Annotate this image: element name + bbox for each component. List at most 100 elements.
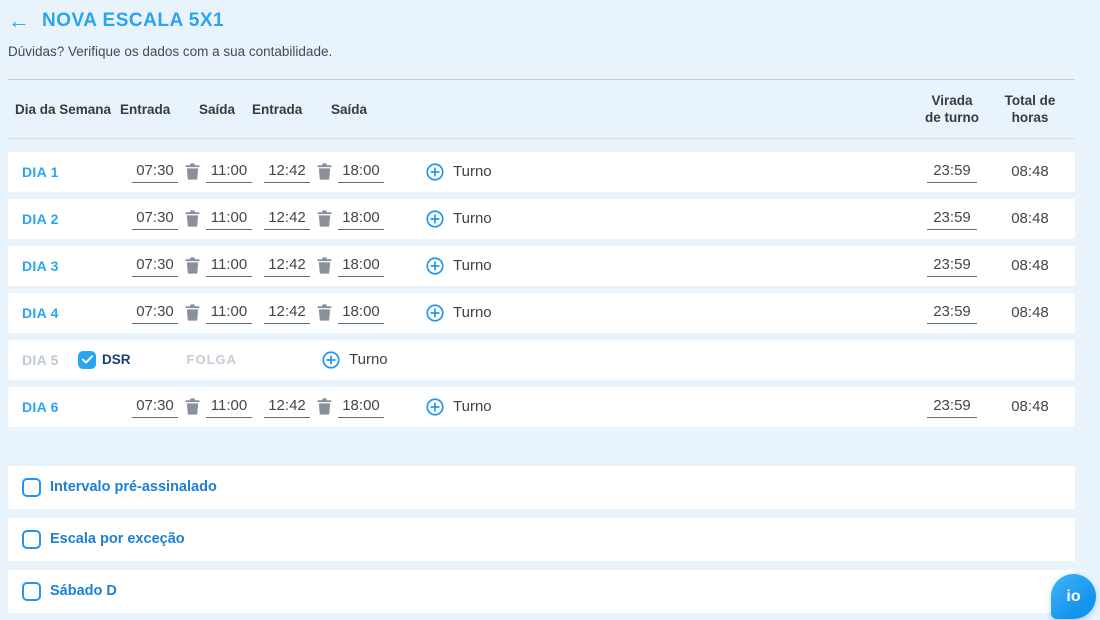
header: ← NOVA ESCALA 5X1 bbox=[8, 0, 1075, 32]
schedule-options: Intervalo pré-assinalado Escala por exce… bbox=[8, 465, 1075, 613]
entrada-1-input[interactable] bbox=[132, 395, 178, 419]
entrada-2-input[interactable] bbox=[264, 254, 310, 278]
option-label: Intervalo pré-assinalado bbox=[50, 479, 217, 496]
entrada-2-input[interactable] bbox=[264, 207, 310, 231]
saida-2-input[interactable] bbox=[338, 254, 384, 278]
add-turno-button[interactable]: Turno bbox=[426, 163, 492, 181]
virada-de-turno-input[interactable] bbox=[927, 395, 977, 419]
delete-shift-button[interactable] bbox=[310, 257, 338, 274]
add-turno-button[interactable]: Turno bbox=[426, 304, 492, 322]
add-turno-button[interactable]: Turno bbox=[322, 351, 388, 369]
trash-icon bbox=[317, 304, 331, 321]
checkbox-unchecked[interactable] bbox=[22, 529, 41, 549]
trash-icon bbox=[317, 210, 331, 227]
entrada-1-input[interactable] bbox=[132, 207, 178, 231]
turno-button-label: Turno bbox=[349, 351, 388, 369]
saida-2-input[interactable] bbox=[338, 160, 384, 184]
saida-1-input[interactable] bbox=[206, 160, 252, 184]
virada-de-turno-input[interactable] bbox=[927, 254, 977, 278]
delete-shift-button[interactable] bbox=[178, 210, 206, 227]
day-label: DIA 6 bbox=[22, 398, 59, 415]
entrada-1-input[interactable] bbox=[132, 160, 178, 184]
column-header-total-de-horas: Total de horas bbox=[1004, 93, 1056, 125]
virada-de-turno-input[interactable] bbox=[927, 160, 977, 184]
turno-button-label: Turno bbox=[453, 398, 492, 416]
plus-circle-icon bbox=[426, 304, 444, 322]
column-header-entrada-2: Entrada bbox=[252, 102, 303, 118]
schedule-rows: DIA 1 Turno 08:48 DIA 2 bbox=[8, 151, 1075, 427]
chat-widget-button[interactable]: io bbox=[1051, 574, 1096, 619]
total-de-horas-value: 08:48 bbox=[1011, 210, 1049, 228]
saida-1-input[interactable] bbox=[206, 301, 252, 325]
trash-icon bbox=[317, 163, 331, 180]
entrada-2-input[interactable] bbox=[264, 395, 310, 419]
saida-2-input[interactable] bbox=[338, 395, 384, 419]
delete-shift-button[interactable] bbox=[178, 398, 206, 415]
schedule-page: ← NOVA ESCALA 5X1 Dúvidas? Verifique os … bbox=[8, 0, 1075, 613]
entrada-2-input[interactable] bbox=[264, 301, 310, 325]
delete-shift-button[interactable] bbox=[178, 257, 206, 274]
virada-de-turno-input[interactable] bbox=[927, 207, 977, 231]
option-escala-por-excecao[interactable]: Escala por exceção bbox=[8, 517, 1075, 561]
entrada-2-input[interactable] bbox=[264, 160, 310, 184]
trash-icon bbox=[185, 398, 199, 415]
column-header-virada-de-turno: Virada de turno bbox=[925, 93, 979, 125]
add-turno-button[interactable]: Turno bbox=[426, 398, 492, 416]
saida-2-input[interactable] bbox=[338, 301, 384, 325]
virada-de-turno-input[interactable] bbox=[927, 301, 977, 325]
add-turno-button[interactable]: Turno bbox=[426, 257, 492, 275]
subtitle-text: Dúvidas? Verifique os dados com a sua co… bbox=[8, 44, 333, 59]
day-label: DIA 1 bbox=[22, 163, 59, 180]
turno-button-label: Turno bbox=[453, 210, 492, 228]
option-sabado-d[interactable]: Sábado D bbox=[8, 569, 1075, 613]
saida-1-input[interactable] bbox=[206, 207, 252, 231]
turno-button-label: Turno bbox=[453, 257, 492, 275]
page-title: NOVA ESCALA 5X1 bbox=[42, 10, 225, 31]
header-divider bbox=[8, 137, 1075, 139]
option-intervalo-pre-assinalado[interactable]: Intervalo pré-assinalado bbox=[8, 465, 1075, 509]
entrada-1-input[interactable] bbox=[132, 254, 178, 278]
day-label: DIA 2 bbox=[22, 210, 59, 227]
plus-circle-icon bbox=[426, 398, 444, 416]
entrada-1-input[interactable] bbox=[132, 301, 178, 325]
dsr-checkbox-checked[interactable] bbox=[78, 350, 96, 369]
day-label: DIA 5 bbox=[22, 351, 59, 368]
dsr-label: DSR bbox=[102, 352, 131, 368]
table-row-dia-3: DIA 3 Turno 08:48 bbox=[8, 245, 1075, 286]
table-row-dia-5: DIA 5 DSR FOLGA Turno bbox=[8, 339, 1075, 380]
trash-icon bbox=[185, 257, 199, 274]
delete-shift-button[interactable] bbox=[310, 398, 338, 415]
delete-shift-button[interactable] bbox=[310, 304, 338, 321]
option-label: Escala por exceção bbox=[50, 531, 185, 548]
saida-2-input[interactable] bbox=[338, 207, 384, 231]
checkmark-icon bbox=[81, 355, 93, 364]
table-row-dia-2: DIA 2 Turno 08:48 bbox=[8, 198, 1075, 239]
plus-circle-icon bbox=[322, 351, 340, 369]
checkbox-unchecked[interactable] bbox=[22, 581, 41, 601]
saida-1-input[interactable] bbox=[206, 254, 252, 278]
plus-circle-icon bbox=[426, 257, 444, 275]
trash-icon bbox=[185, 163, 199, 180]
total-de-horas-value: 08:48 bbox=[1011, 163, 1049, 181]
turno-button-label: Turno bbox=[453, 163, 492, 181]
checkbox-unchecked[interactable] bbox=[22, 477, 41, 497]
add-turno-button[interactable]: Turno bbox=[426, 210, 492, 228]
trash-icon bbox=[185, 304, 199, 321]
folga-label: FOLGA bbox=[186, 352, 238, 368]
table-row-dia-6: DIA 6 Turno 08:48 bbox=[8, 386, 1075, 427]
option-label: Sábado D bbox=[50, 583, 117, 600]
column-header-saida-1: Saída bbox=[198, 102, 236, 118]
top-divider bbox=[8, 79, 1075, 80]
day-label: DIA 4 bbox=[22, 304, 59, 321]
saida-1-input[interactable] bbox=[206, 395, 252, 419]
delete-shift-button[interactable] bbox=[310, 210, 338, 227]
back-arrow-icon[interactable]: ← bbox=[8, 8, 30, 33]
delete-shift-button[interactable] bbox=[178, 163, 206, 180]
chat-widget-label: io bbox=[1066, 587, 1081, 605]
delete-shift-button[interactable] bbox=[178, 304, 206, 321]
plus-circle-icon bbox=[426, 210, 444, 228]
dsr-checkbox-group[interactable]: DSR bbox=[78, 350, 131, 369]
delete-shift-button[interactable] bbox=[310, 163, 338, 180]
trash-icon bbox=[317, 257, 331, 274]
column-header-day: Dia da Semana bbox=[15, 102, 112, 118]
